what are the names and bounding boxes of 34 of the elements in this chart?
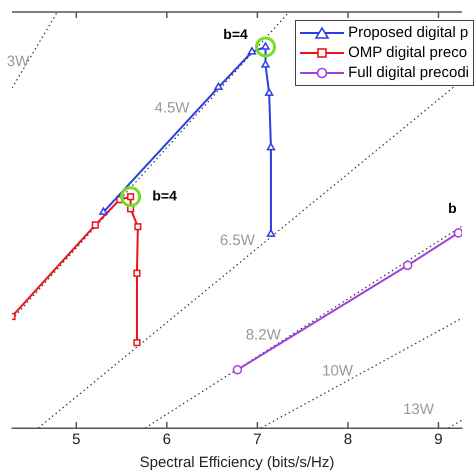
point xyxy=(264,88,274,96)
series-label: 8.2W xyxy=(246,326,282,344)
x-tick-label: 5 xyxy=(72,431,80,448)
point xyxy=(261,60,270,68)
x-tick-label: 9 xyxy=(434,431,443,448)
x-tick-label: 8 xyxy=(344,431,352,448)
point xyxy=(134,223,142,230)
point xyxy=(266,142,276,150)
series-label: 13W xyxy=(403,401,435,418)
legend-label: OMP digital preco xyxy=(348,43,468,63)
series-label: 10W xyxy=(322,362,354,380)
point xyxy=(133,270,141,277)
point xyxy=(92,221,99,229)
annotation: b=4 xyxy=(223,26,248,42)
point xyxy=(120,186,142,208)
point xyxy=(99,207,108,215)
series-label: 3W xyxy=(6,52,30,70)
point xyxy=(454,228,462,238)
legend-label: Full digital precodi xyxy=(348,63,469,83)
point xyxy=(248,47,256,55)
annotation: b=4 xyxy=(152,188,178,204)
legend-label: Proposed digital p xyxy=(348,23,468,43)
annotation: b xyxy=(448,200,457,216)
x-tick-label: 7 xyxy=(253,431,262,448)
series-label: 4.5W xyxy=(154,99,190,116)
x-axis-title: Spectral Efficiency (bits/s/Hz) xyxy=(140,454,334,472)
point xyxy=(133,339,141,346)
series-label: 6.5W xyxy=(220,232,256,249)
point xyxy=(232,365,242,375)
point xyxy=(402,260,412,270)
x-tick-label: 6 xyxy=(162,431,171,448)
point xyxy=(266,229,276,237)
point xyxy=(255,36,276,58)
point xyxy=(214,82,223,90)
